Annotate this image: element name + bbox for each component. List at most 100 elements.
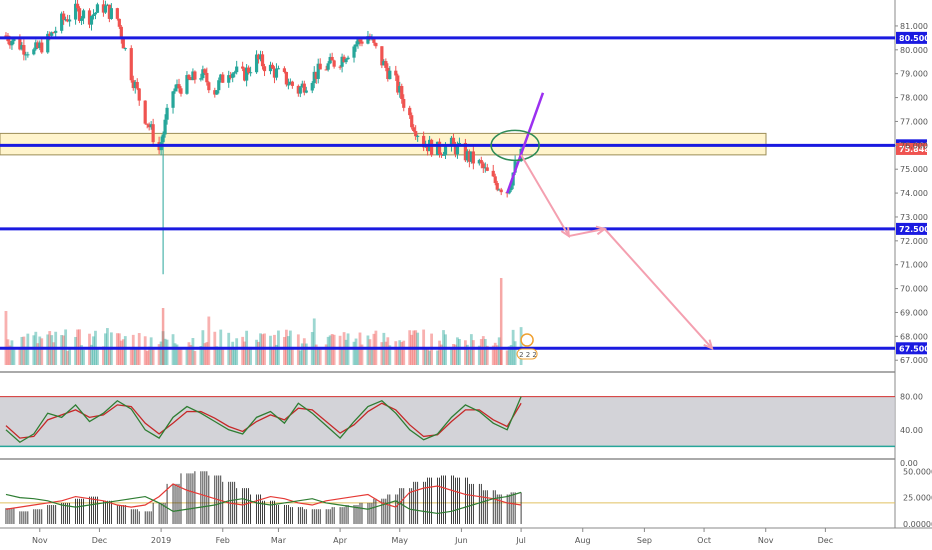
volume-bar xyxy=(332,334,336,365)
candle-body xyxy=(109,8,113,19)
candle-body xyxy=(332,60,336,67)
candle-body xyxy=(185,75,189,94)
volume-bar xyxy=(173,343,177,365)
candle-body xyxy=(272,68,277,78)
candle-body xyxy=(199,78,203,80)
price-tick-label: 70.000 xyxy=(900,285,928,294)
volume-bar xyxy=(340,348,344,365)
candle-body xyxy=(284,71,288,85)
indicator-badge-icon xyxy=(520,333,534,347)
volume-bar xyxy=(298,350,302,365)
candle-body xyxy=(463,142,467,161)
volume-bar xyxy=(465,344,469,365)
candle-body xyxy=(24,54,28,56)
volume-bar xyxy=(151,348,155,365)
candle-body xyxy=(408,107,412,116)
volume-bar xyxy=(32,335,36,365)
volume-bar xyxy=(52,342,56,365)
candle-body xyxy=(300,83,304,88)
candle-body xyxy=(12,38,16,42)
candle-body xyxy=(203,69,207,73)
candle-body xyxy=(48,33,52,36)
volume-bar xyxy=(467,349,471,365)
volume-bar xyxy=(275,344,278,365)
volume-bar xyxy=(96,348,99,365)
candle-body xyxy=(137,88,141,101)
volume-bar xyxy=(454,344,457,365)
stoch-k-line xyxy=(5,396,522,444)
volume-bar xyxy=(6,339,10,365)
candle-body xyxy=(89,16,94,25)
candle-body xyxy=(507,190,511,194)
projection-arrowhead xyxy=(560,227,570,239)
candle-body xyxy=(326,63,330,70)
volume-bar xyxy=(149,337,153,365)
candle-body xyxy=(22,45,26,55)
candle-body xyxy=(384,61,388,68)
candle-body xyxy=(386,67,390,80)
volume-bar xyxy=(410,334,414,365)
volume-bar xyxy=(481,336,485,365)
candle-body xyxy=(290,81,294,86)
candle-body xyxy=(235,66,239,73)
candle-body xyxy=(177,84,181,89)
candle-body xyxy=(477,160,481,164)
candle-body xyxy=(87,10,92,25)
candle-body xyxy=(10,41,14,46)
time-tick-label: May xyxy=(391,536,408,545)
volume-bar xyxy=(428,350,431,365)
candle-body xyxy=(382,61,386,66)
candle-body xyxy=(179,88,183,94)
candle-body xyxy=(147,124,151,128)
volume-bar xyxy=(60,335,64,365)
dmi-panel: 50.00000 25.00000 0.00000 xyxy=(0,467,932,529)
volume-bar xyxy=(290,346,294,365)
candle-body xyxy=(133,81,137,89)
level-badge-80.500 xyxy=(896,31,927,44)
volume-bar xyxy=(107,348,111,365)
candle-body xyxy=(302,83,306,93)
candle-body xyxy=(60,13,64,31)
projection-arrowhead xyxy=(703,339,714,350)
dmi-minus-line xyxy=(5,483,522,510)
candle-body xyxy=(513,161,517,173)
volume-bar xyxy=(217,347,221,365)
candle-body xyxy=(201,69,205,79)
price-tick-label: 77.000 xyxy=(900,117,928,126)
volume-bar xyxy=(283,336,286,365)
candle-body xyxy=(95,4,100,13)
candle-body xyxy=(388,70,392,80)
volume-bar xyxy=(370,348,374,365)
candle-body xyxy=(101,4,106,13)
dmi-tick-label: 50.00000 xyxy=(903,467,932,476)
candle-body xyxy=(8,41,12,46)
volume-bar xyxy=(352,341,356,365)
time-tick-label: 2019 xyxy=(151,536,171,545)
candle-body xyxy=(191,71,195,81)
candle-body xyxy=(358,39,362,42)
volume-bar xyxy=(426,348,430,365)
candle-body xyxy=(479,160,483,164)
price-tick-label: 68.000 xyxy=(900,332,928,341)
candle-body xyxy=(75,3,80,9)
volume-bar xyxy=(384,341,388,365)
candle-body xyxy=(471,151,475,164)
volume-bar xyxy=(215,346,219,365)
candle-body xyxy=(123,48,127,50)
volume-bar xyxy=(157,344,161,365)
candle-body xyxy=(455,145,460,155)
candle-body xyxy=(469,151,473,162)
volume-bar xyxy=(440,344,443,365)
candle-body xyxy=(119,26,123,39)
volume-bar xyxy=(90,344,93,365)
stochastic-panel: 80.00 40.00 0.00 xyxy=(0,393,923,468)
candle-body xyxy=(509,185,513,191)
candle-body xyxy=(249,72,253,74)
volume-bar xyxy=(495,345,499,365)
candle-body xyxy=(324,69,328,71)
candle-body xyxy=(143,100,147,124)
candle-body xyxy=(131,80,135,89)
candle-body xyxy=(173,88,177,92)
volume-bar xyxy=(106,328,109,365)
